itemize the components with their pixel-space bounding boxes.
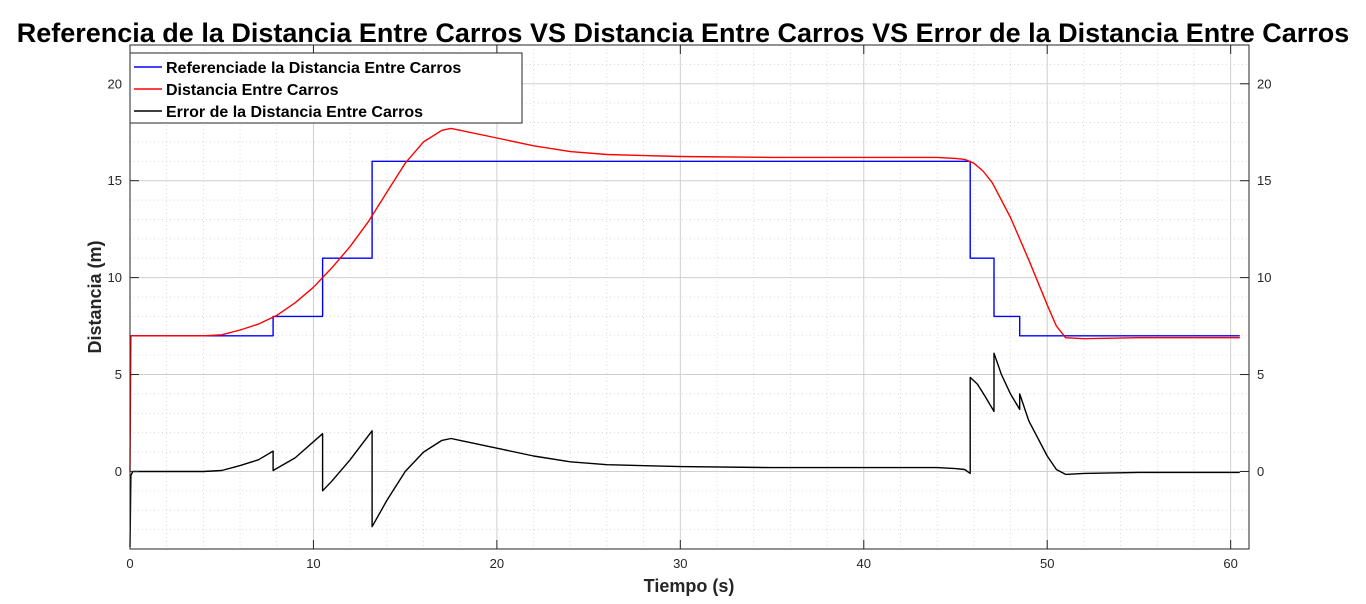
x-axis-label: Tiempo (s): [644, 576, 735, 596]
y-tick-label: 10: [108, 270, 122, 285]
legend-label-3: Error de la Distancia Entre Carros: [166, 104, 423, 121]
x-tick-label: 10: [306, 556, 320, 571]
legend-label-2: Distancia Entre Carros: [166, 82, 339, 99]
chart-title: Referencia de la Distancia Entre Carros …: [16, 18, 1350, 48]
y-tick-label-right: 10: [1257, 270, 1271, 285]
y-tick-label: 5: [115, 367, 122, 382]
legend-label-1: Referenciade la Distancia Entre Carros: [166, 60, 461, 77]
series-layer: [129, 127, 1240, 548]
y-tick-label: 20: [108, 76, 122, 91]
x-tick-label: 30: [673, 556, 687, 571]
x-tick-label: 20: [490, 556, 504, 571]
legend-box: [129, 52, 523, 124]
x-tick-label: 50: [1040, 556, 1054, 571]
x-tick-label: 40: [857, 556, 871, 571]
y-tick-label: 15: [108, 173, 122, 188]
y-tick-label-right: 5: [1257, 367, 1264, 382]
x-tick-label: 60: [1223, 556, 1237, 571]
y-tick-label-right: 20: [1257, 76, 1271, 91]
y-tick-label-right: 0: [1257, 464, 1264, 479]
plot-frame: [129, 44, 1250, 550]
y-tick-label: 0: [115, 464, 122, 479]
y-axis-label: Distancia (m): [85, 240, 105, 353]
axis-ticks: 0 10 20 30 40 50 60 0 0 5 5 10 10 15 15 20 20: [108, 45, 1271, 571]
legend: Referenciade la Distancia Entre Carros Di…: [129, 52, 523, 124]
series-line-1: [130, 160, 1240, 337]
y-tick-label-right: 15: [1257, 173, 1271, 188]
x-tick-label: 0: [126, 556, 133, 571]
series-line-2: [129, 127, 1240, 472]
series-line-3: [129, 352, 1240, 548]
